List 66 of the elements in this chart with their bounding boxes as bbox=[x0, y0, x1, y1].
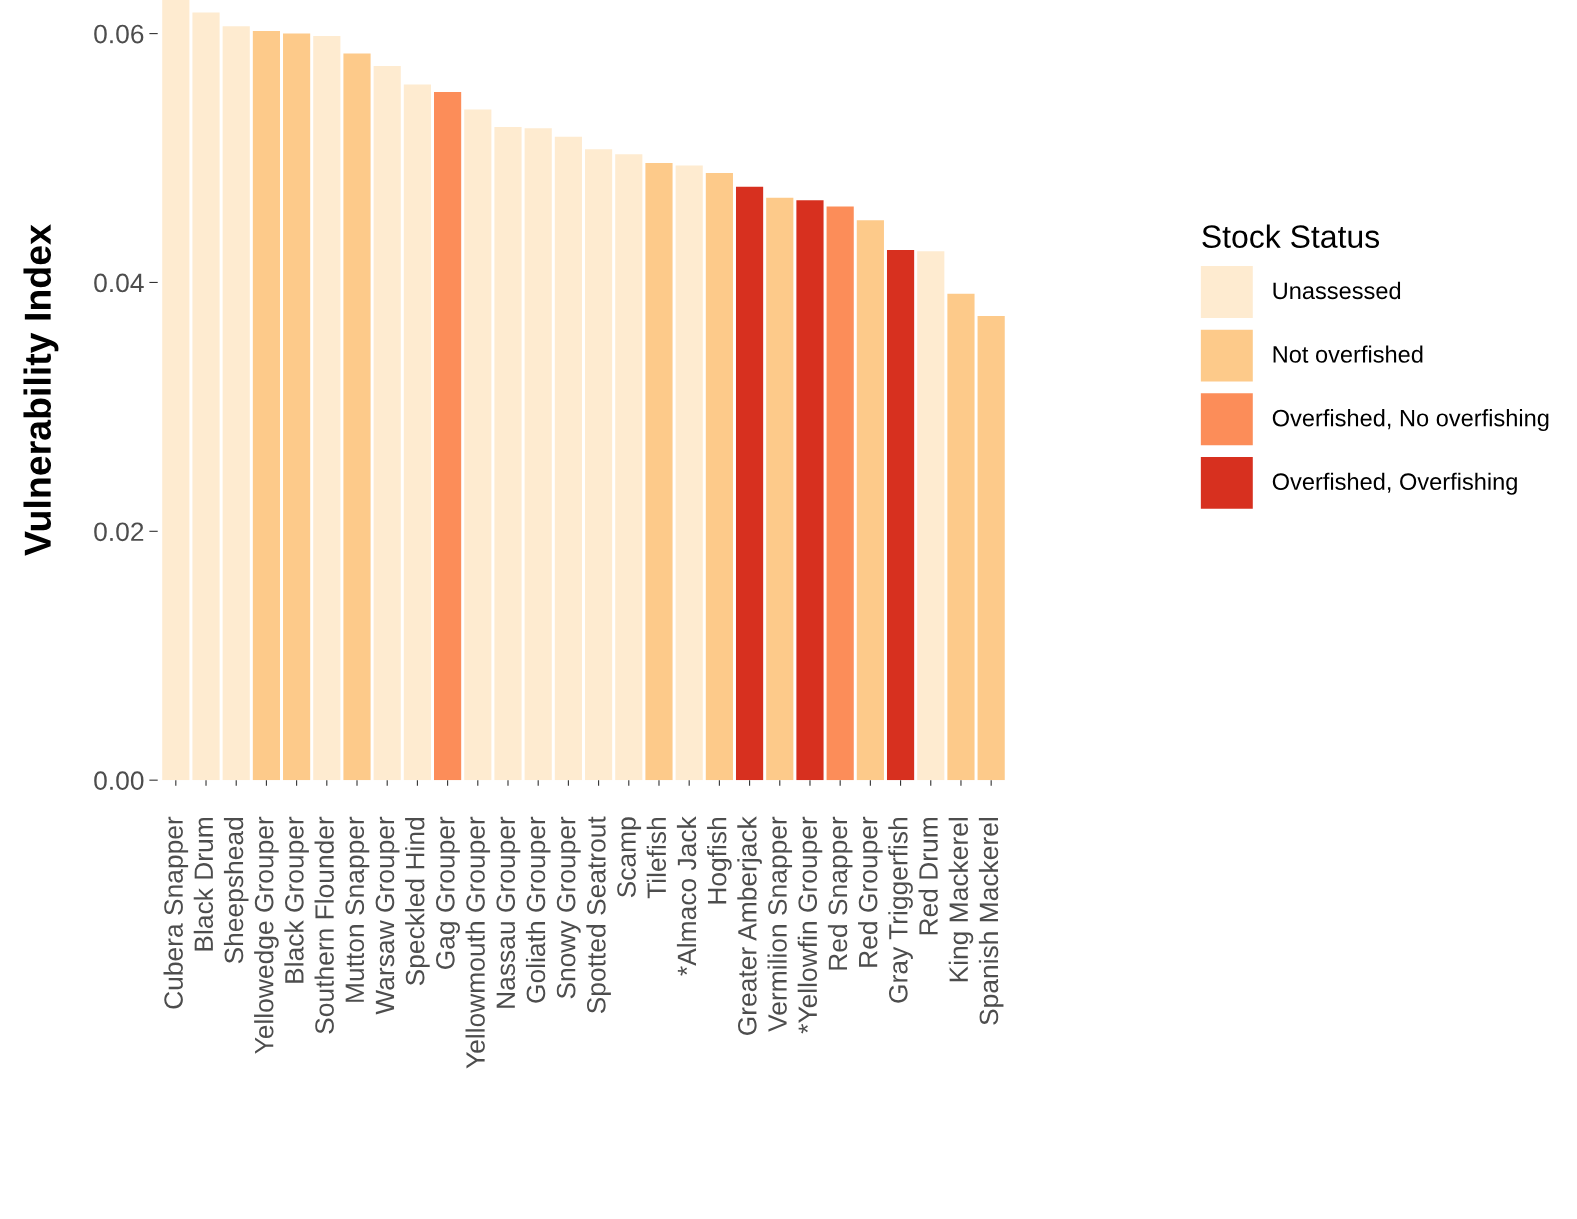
x-tick-label: Goliath Grouper bbox=[525, 816, 551, 1003]
legend-title: Stock Status bbox=[1202, 224, 1380, 248]
x-tick-label: King Mackerel bbox=[948, 818, 974, 982]
x-tick-label: Spanish Mackerel bbox=[978, 818, 1004, 1025]
bar bbox=[947, 293, 975, 781]
bar bbox=[826, 206, 854, 781]
legend-label: Overfished, No overfishing bbox=[1272, 409, 1549, 432]
bar bbox=[675, 165, 703, 781]
bar bbox=[192, 12, 220, 781]
y-tick-label: 0.06 bbox=[94, 24, 144, 44]
bar bbox=[403, 84, 431, 781]
x-tick-label: *Almaco Jack bbox=[676, 816, 697, 976]
x-tick-label: Cubera Snapper bbox=[163, 816, 189, 1009]
x-tick-label: Gag Grouper bbox=[436, 816, 460, 969]
x-tick-label: Hogfish bbox=[707, 817, 732, 904]
x-tick-label: Vermilion Snapper bbox=[767, 816, 793, 1032]
x-tick-label: Greater Amberjack bbox=[737, 816, 762, 1035]
bar bbox=[735, 186, 764, 781]
x-tick-label: Warsaw Grouper bbox=[375, 816, 400, 1015]
x-tick-label: Nassau Grouper bbox=[496, 816, 521, 1008]
legend-label: Not overfished bbox=[1273, 345, 1423, 363]
x-tick-label: Red Snapper bbox=[827, 816, 853, 970]
legend-label: Unassessed bbox=[1273, 281, 1401, 300]
bar bbox=[162, 0, 190, 781]
bar bbox=[494, 126, 522, 781]
bar bbox=[796, 200, 824, 781]
bar bbox=[856, 220, 884, 781]
x-tick-label: Black Grouper bbox=[284, 816, 309, 983]
bar bbox=[645, 163, 673, 781]
x-tick-label: Yellowmouth Grouper bbox=[465, 816, 491, 1069]
x-tick-label: *Yellowfin Grouper bbox=[797, 816, 823, 1034]
bar bbox=[524, 128, 552, 781]
y-axis-title: Vulnerability Index bbox=[23, 224, 59, 556]
bar bbox=[977, 316, 1005, 781]
bar bbox=[313, 36, 341, 781]
bar bbox=[917, 251, 945, 781]
x-tick-label: Mutton Snapper bbox=[345, 816, 370, 1002]
bar bbox=[343, 53, 371, 781]
x-tick-label: Sheepshead bbox=[223, 817, 249, 964]
bar bbox=[886, 250, 915, 781]
x-tick-label: Red Grouper bbox=[858, 816, 883, 967]
y-tick-label: 0.00 bbox=[94, 771, 144, 790]
x-tick-label: Speckled Hind bbox=[405, 817, 430, 986]
x-tick-label: Red Drum bbox=[918, 818, 938, 935]
bar bbox=[464, 109, 492, 781]
bar bbox=[434, 92, 462, 781]
bar bbox=[766, 197, 794, 781]
y-tick-label: 0.04 bbox=[94, 273, 144, 293]
x-tick-label: Tilefish bbox=[646, 817, 667, 899]
x-tick-label: Snowy Grouper bbox=[556, 816, 581, 999]
bar bbox=[615, 154, 643, 781]
x-tick-label: Southern Flounder bbox=[314, 816, 334, 1034]
x-tick-label: Gray Triggerfish bbox=[888, 817, 913, 1003]
x-tick-label: Black Drum bbox=[193, 818, 214, 951]
bar bbox=[283, 33, 311, 781]
bar bbox=[585, 149, 613, 781]
bar bbox=[252, 31, 280, 781]
bar bbox=[373, 65, 401, 781]
bar bbox=[705, 172, 733, 781]
legend-label: Overfished, Overfishing bbox=[1272, 472, 1517, 495]
x-tick-label: Scamp bbox=[617, 817, 642, 898]
bar bbox=[554, 136, 582, 781]
y-tick-label: 0.02 bbox=[94, 522, 144, 542]
x-tick-label: Spotted Seatrout bbox=[586, 816, 611, 1014]
bar bbox=[222, 26, 250, 781]
x-tick-label: Yellowedge Grouper bbox=[254, 816, 279, 1054]
